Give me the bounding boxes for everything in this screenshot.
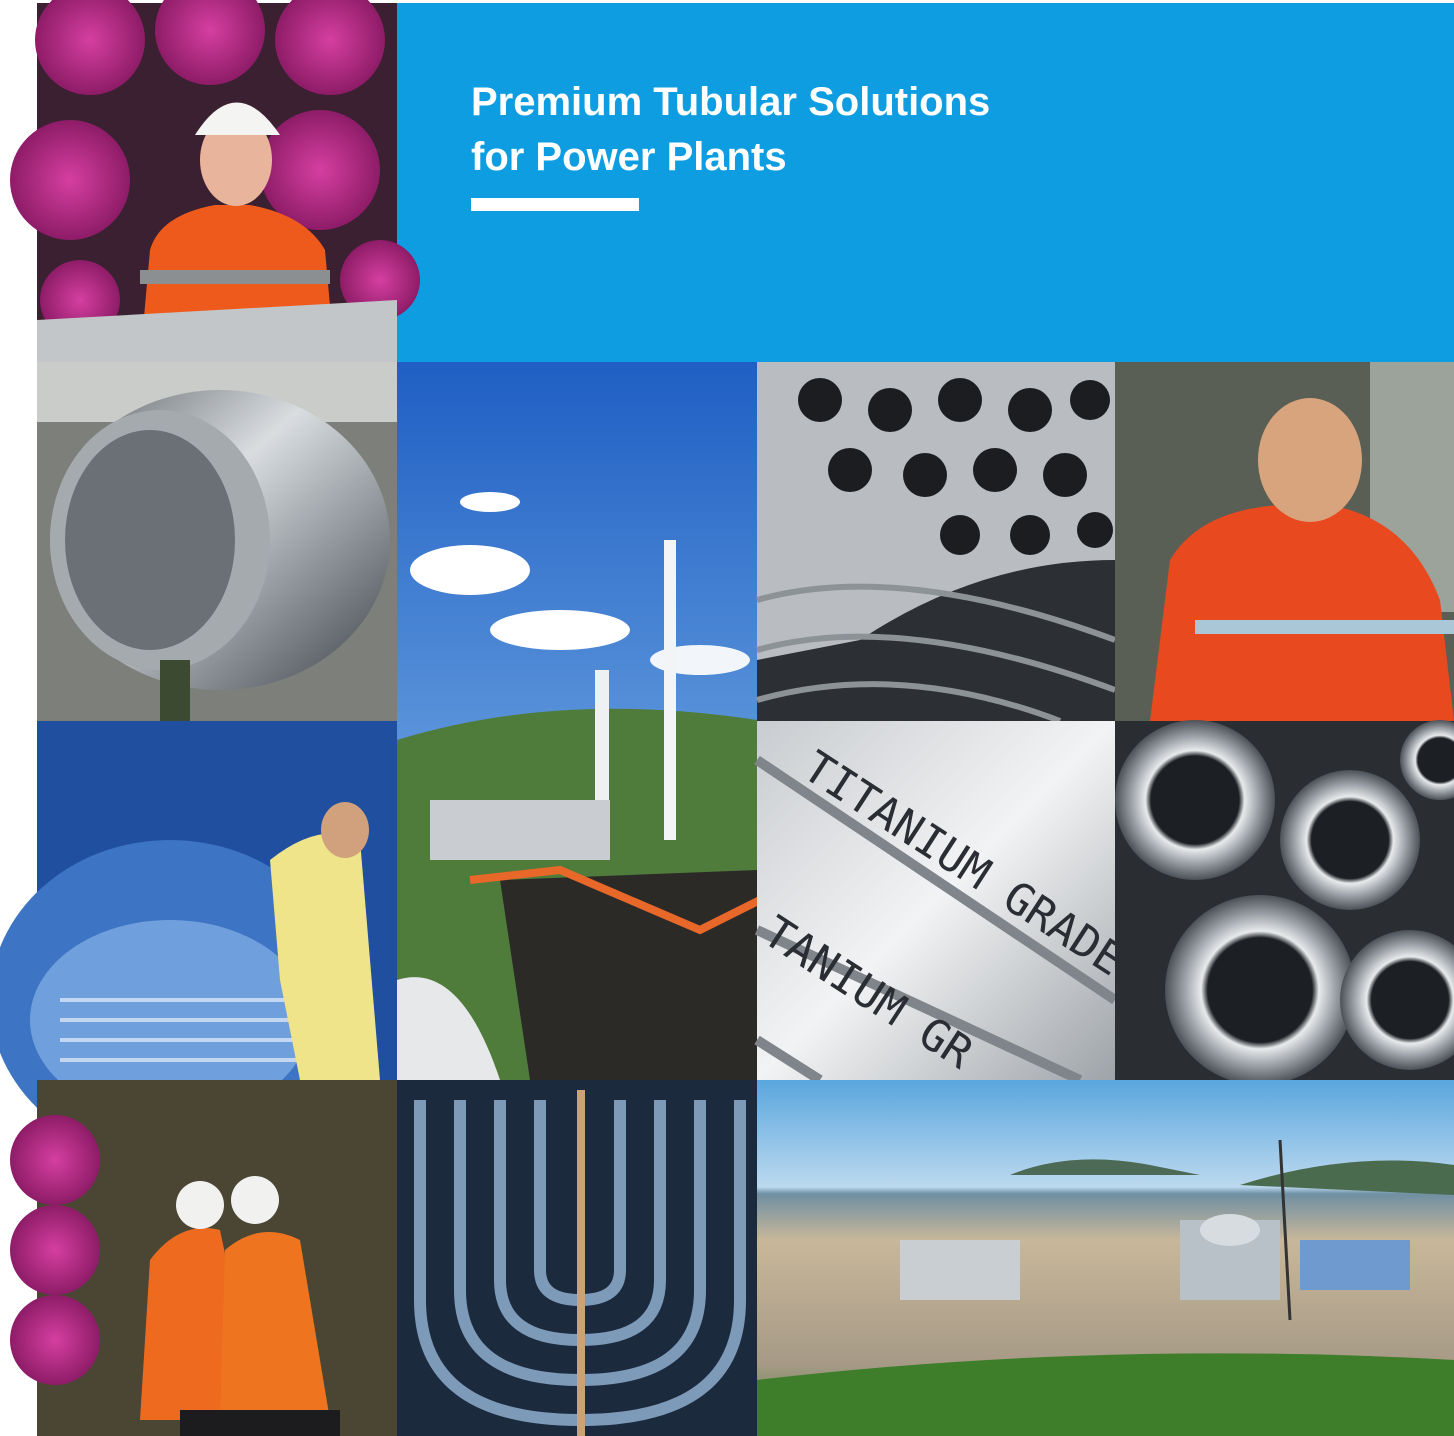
photo-u-tubes [397, 1080, 757, 1436]
photo-worker-portrait [1115, 362, 1454, 721]
photo-construction-site [757, 1080, 1454, 1436]
title-line: for Power Plants [471, 135, 787, 179]
photo-tube-sheet [757, 362, 1115, 721]
title-panel [397, 3, 1454, 362]
title-rule [471, 198, 639, 211]
photo-titanium-tubes: TITANIUM GRADE TANIUM GR [754, 721, 1133, 1080]
title-line: Premium Tubular Solutions [471, 80, 990, 124]
photo-pipe-ends [1115, 720, 1454, 1085]
photo-power-plant [397, 362, 760, 1080]
photo-workers-inspection [10, 1080, 397, 1436]
photo-steel-pipe [37, 362, 397, 721]
cover: Premium Tubular Solutions for Power Plan… [0, 0, 1454, 1436]
page: Premium Tubular Solutions for Power Plan… [0, 0, 1454, 1436]
photo-worker-pipes [10, 0, 420, 362]
